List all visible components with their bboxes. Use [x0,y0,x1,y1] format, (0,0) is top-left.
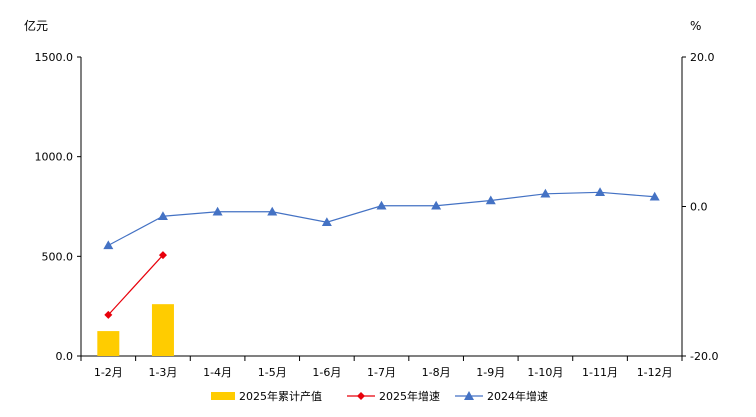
right-tick-label: -20.0 [690,350,718,363]
legend-swatch [211,392,235,400]
legend-label: 2025年累计产值 [239,389,322,403]
x-tick-label: 1-6月 [312,366,341,379]
legend-marker [464,391,474,400]
triangle-point [267,206,278,216]
triangle-point [212,206,223,216]
triangle-point [431,200,442,210]
left-tick-label: 0.0 [56,350,74,363]
triangle-point [321,217,332,226]
series-line [108,191,655,246]
diamond-point [104,310,113,319]
diamond-point [158,251,167,260]
x-tick-label: 1-7月 [367,366,396,379]
left-tick-label: 1000.0 [35,151,74,164]
legend: 2025年累计产值 2025年增速 2024年增速 [211,389,548,403]
triangle-point [157,211,168,220]
right-axis-unit: % [690,19,701,33]
left-axis-unit: 亿元 [24,18,48,33]
triangle-point [649,191,660,201]
x-tick-label: 1-2月 [94,366,123,379]
x-tick-label: 1-9月 [476,366,505,379]
x-tick-label: 1-8月 [422,366,451,379]
right-tick-label: 0.0 [690,201,708,214]
legend-label: 2024年增速 [487,389,548,403]
legend-label: 2025年增速 [379,389,440,403]
chart-axes: 0.0 500.0 1000.0 1500.0 -20.0 0.0 20.0 亿元 % 1-2月 1… [24,18,718,379]
series-line [107,254,164,316]
bar-series [97,304,174,356]
left-tick-label: 1500.0 [35,51,74,64]
x-tick-label: 1-11月 [582,366,618,379]
legend-marker [357,392,365,400]
x-tick-label: 1-4月 [203,366,232,379]
bar [151,304,174,356]
x-tick-label: 1-3月 [148,366,177,379]
triangle-point [540,188,551,198]
triangle-point [485,195,496,205]
triangle-point [595,187,606,197]
x-tick-label: 1-12月 [637,366,673,379]
x-tick-label: 1-5月 [258,366,287,379]
triangle-point [376,200,387,210]
line-series [103,187,660,319]
left-tick-label: 500.0 [42,250,74,263]
bar [97,331,120,356]
x-tick-label: 1-10月 [527,366,563,379]
triangle-point [103,240,114,250]
right-tick-label: 20.0 [690,51,715,64]
